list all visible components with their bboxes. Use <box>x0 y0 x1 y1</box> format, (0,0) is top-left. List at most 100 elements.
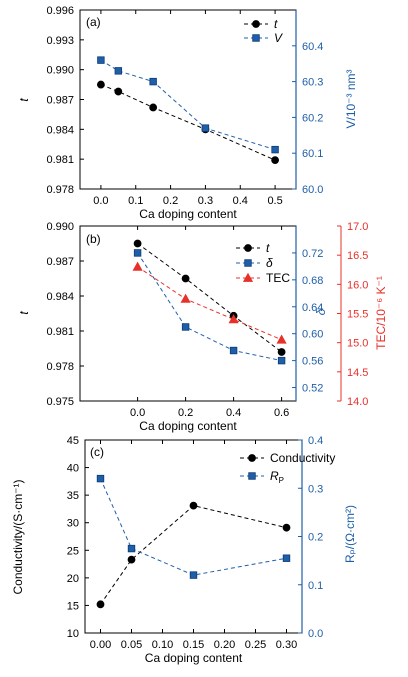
y-tick-label: 45 <box>67 435 79 447</box>
legend-marker <box>248 454 256 462</box>
y-tick-label: 60.4 <box>302 41 323 53</box>
y-tick-label: 60.1 <box>302 148 323 160</box>
y-tick-label: 0.4 <box>308 435 323 447</box>
y-tick-label: 0.2 <box>308 532 323 544</box>
y-tick-label: 10 <box>67 628 79 640</box>
panel-label: (b) <box>86 232 101 246</box>
y-tick-label: 0.990 <box>46 65 74 77</box>
left-axis-label: Conductivity/(S·cm⁻¹) <box>11 479 25 594</box>
legend-marker <box>248 472 256 480</box>
y-tick-label: 15.5 <box>347 309 368 321</box>
legend-marker <box>252 20 260 28</box>
y-tick-label: 14.5 <box>347 367 368 379</box>
y-tick-label: 0.978 <box>46 184 74 196</box>
chart-panel-a: 0.0 0.1 0.2 0.3 0.4 0.5 Ca doping content 0.978… <box>17 5 358 221</box>
series-line <box>100 505 287 605</box>
y-tick-label: 0.56 <box>302 356 323 368</box>
y-tick-label: 30 <box>67 518 79 530</box>
y-tick-label: 60.2 <box>302 112 323 124</box>
data-point <box>127 555 136 564</box>
legend-marker <box>252 34 260 42</box>
legend-label: RP <box>270 469 284 485</box>
y-tick-label: 0.0 <box>308 628 323 640</box>
data-point <box>180 293 191 303</box>
legend-label: t <box>274 17 278 31</box>
data-point <box>277 356 286 365</box>
series-line <box>100 478 287 576</box>
y-tick-label: 14.0 <box>347 396 368 408</box>
data-point <box>201 124 210 132</box>
x-tick-label: 0.2 <box>178 407 193 419</box>
x-axis-label: Ca doping content <box>139 207 237 221</box>
data-point <box>114 87 123 96</box>
y-tick-label: 0.981 <box>46 326 74 338</box>
panel-label: (c) <box>90 445 104 459</box>
y-tick-label: 35 <box>67 490 79 502</box>
right-axis-label: Rₚ/(Ω·cm²) <box>343 505 357 563</box>
y-tick-label: 17.0 <box>347 221 368 233</box>
y-tick-label: 0.984 <box>46 124 74 136</box>
y-tick-label: 0.3 <box>308 483 323 495</box>
x-tick-label: 0.10 <box>152 639 173 651</box>
left-axis-label: t <box>17 98 31 102</box>
legend-label: t <box>266 241 270 255</box>
data-point <box>96 600 105 609</box>
x-tick-label: 0.20 <box>214 639 235 651</box>
right2-axis-label: TEC/10⁻⁶ K⁻¹ <box>374 276 388 350</box>
y-tick-label: 0.981 <box>46 154 74 166</box>
data-point <box>97 56 105 64</box>
data-point <box>181 274 190 283</box>
data-point <box>149 77 157 86</box>
y-tick-label: 15.0 <box>347 338 368 350</box>
y-tick-label: 16.0 <box>347 279 368 291</box>
panel-label: (a) <box>86 15 101 29</box>
series-line <box>100 84 276 161</box>
data-point <box>189 571 198 579</box>
y-tick-label: 60.0 <box>302 184 323 196</box>
y-tick-label: 40 <box>67 463 79 475</box>
data-point <box>282 523 291 532</box>
y-tick-label: 0.68 <box>302 275 323 287</box>
series-line <box>137 243 282 353</box>
left-axis-label: t <box>17 311 31 315</box>
y-tick-label: 0.990 <box>46 221 74 233</box>
y-tick-label: 0.987 <box>46 95 74 107</box>
x-tick-label: 0.4 <box>226 407 241 419</box>
right-axis-label: δ <box>314 308 328 315</box>
data-point <box>282 554 291 562</box>
x-tick-label: 0.3 <box>198 195 213 207</box>
legend-marker <box>244 259 252 267</box>
y-tick-label: 0.996 <box>46 5 74 17</box>
x-tick-label: 0.0 <box>93 195 108 207</box>
series-line <box>137 252 282 362</box>
x-tick-label: 0.30 <box>276 639 297 651</box>
legend-marker <box>242 272 254 282</box>
y-tick-label: 0.984 <box>46 291 74 303</box>
y-tick-label: 60.3 <box>302 77 323 89</box>
x-tick-label: 0.6 <box>274 407 289 419</box>
x-tick-label: 0.05 <box>121 639 142 651</box>
legend-marker <box>244 244 252 252</box>
data-point <box>96 474 105 483</box>
y-tick-label: 20 <box>67 573 79 585</box>
x-tick-label: 0.4 <box>233 195 248 207</box>
series-line <box>100 59 276 151</box>
data-point <box>149 103 158 112</box>
data-point <box>114 67 123 75</box>
legend-label: V <box>274 31 283 45</box>
y-tick-label: 0.64 <box>302 302 323 314</box>
x-tick-label: 0.25 <box>245 639 266 651</box>
y-tick-label: 16.5 <box>347 250 368 262</box>
data-point <box>132 261 143 271</box>
data-point <box>97 80 105 89</box>
series-line <box>137 266 282 341</box>
y-tick-label: 0.60 <box>302 329 323 341</box>
data-point <box>133 249 142 257</box>
data-point <box>271 156 279 165</box>
x-tick-label: 0.00 <box>90 639 111 651</box>
y-tick-label: 0.987 <box>46 256 74 268</box>
y-tick-label: 0.52 <box>302 383 323 395</box>
data-point <box>127 544 136 553</box>
data-point <box>189 501 198 510</box>
